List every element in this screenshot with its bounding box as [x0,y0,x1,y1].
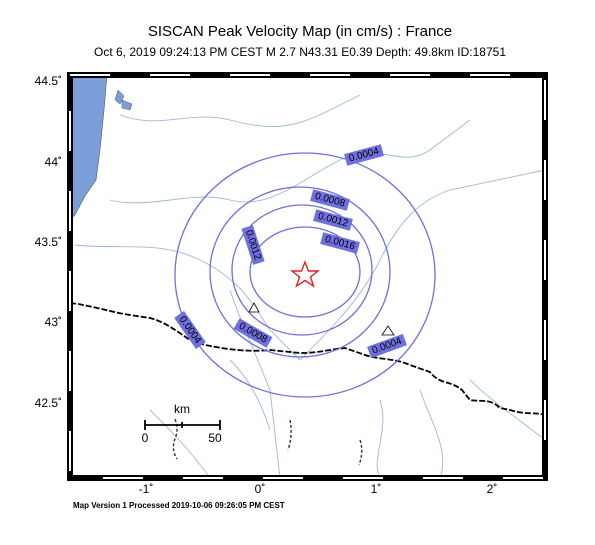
contour-label-box [174,310,206,350]
lat-label: 44˚ [45,155,62,169]
basemap [69,74,546,479]
lat-label: 42.5˚ [35,396,62,410]
contours [174,152,436,398]
contour-label-box [367,333,407,359]
scale-end: 50 [208,431,222,445]
title: SISCAN Peak Velocity Map (in cm/s) : Fra… [148,23,452,40]
contour-label-box [320,232,360,254]
lat-label: 43˚ [45,315,62,329]
lon-label: 2˚ [487,482,498,496]
lon-label: 1˚ [371,482,382,496]
lat-label: 44.5˚ [35,74,62,88]
scale-unit: km [174,402,190,416]
lon-label: 0˚ [255,482,266,496]
contour-label-box [344,144,384,166]
scale-bar: km 0 50 [142,402,222,445]
scale-start: 0 [142,431,149,445]
contour-label-box [310,189,350,211]
footer: Map Version 1 Processed 2019-10-06 09:26… [73,501,285,510]
lat-label: 43.5˚ [35,235,62,249]
epicenter [290,260,320,288]
subtitle: Oct 6, 2019 09:24:13 PM CEST M 2.7 N43.3… [94,45,506,59]
frame-ticks [69,74,546,479]
contour-label-box [233,318,273,348]
contour-label-box [241,225,265,265]
contour-label-box [313,209,353,231]
lon-label: -1˚ [139,482,154,496]
